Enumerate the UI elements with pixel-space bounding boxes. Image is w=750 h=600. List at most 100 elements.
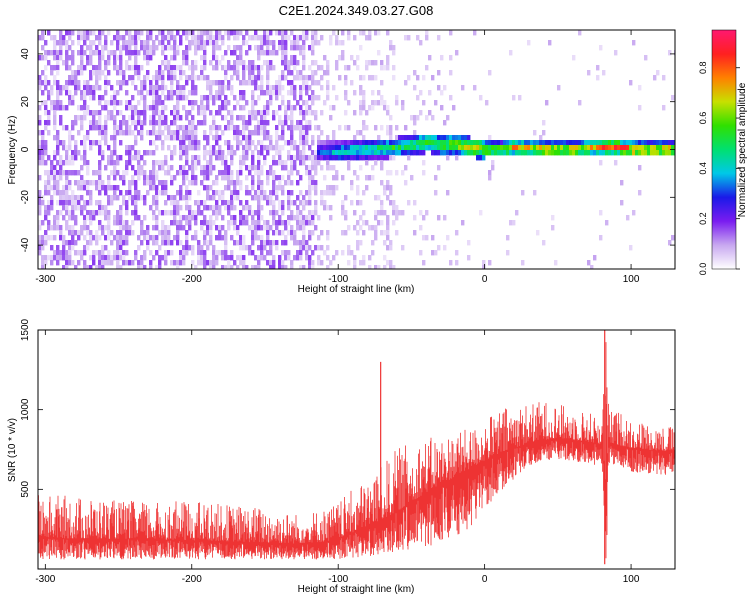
heatmap-cell: [209, 130, 213, 136]
heatmap-cell: [515, 140, 519, 146]
heatmap-cell: [89, 230, 93, 236]
heatmap-cell: [248, 35, 252, 41]
heatmap-cell: [101, 105, 105, 111]
heatmap-cell: [176, 225, 180, 231]
heatmap-cell: [242, 145, 246, 151]
heatmap-cell: [263, 155, 267, 161]
heatmap-cell: [56, 145, 60, 151]
heatmap-cell: [212, 165, 216, 171]
heatmap-cell: [95, 230, 99, 236]
heatmap-cell: [212, 220, 216, 226]
heatmap-cell: [554, 145, 558, 151]
heatmap-cell: [266, 105, 270, 111]
heatmap-cell: [386, 125, 390, 131]
heatmap-cell: [251, 160, 255, 166]
heatmap-cell: [389, 260, 393, 266]
heatmap-cell: [116, 160, 120, 166]
heatmap-cell: [119, 65, 123, 71]
heatmap-cell: [269, 60, 273, 66]
heatmap-cell: [170, 70, 174, 76]
heatmap-cell: [299, 210, 303, 216]
heatmap-cell: [116, 35, 120, 41]
heatmap-cell: [260, 140, 264, 146]
heatmap-cell: [563, 145, 567, 151]
heatmap-cell: [293, 75, 297, 81]
heatmap-cell: [143, 105, 147, 111]
heatmap-cell: [47, 190, 51, 196]
heatmap-cell: [272, 85, 276, 91]
heatmap-cell: [98, 255, 102, 261]
heatmap-cell: [41, 140, 45, 146]
heatmap-cell: [389, 155, 393, 161]
heatmap-cell: [224, 255, 228, 261]
heatmap-cell: [53, 170, 57, 176]
heatmap-cell: [164, 160, 168, 166]
heatmap-cell: [206, 75, 210, 81]
heatmap-cell: [473, 30, 477, 36]
heatmap-cell: [182, 85, 186, 91]
heatmap-cell: [455, 135, 459, 141]
heatmap-cell: [122, 130, 126, 136]
heatmap-cell: [56, 250, 60, 256]
heatmap-cell: [152, 215, 156, 221]
heatmap-cell: [383, 100, 387, 106]
heatmap-cell: [134, 150, 138, 156]
heatmap-cell: [191, 145, 195, 151]
heatmap-cell: [179, 190, 183, 196]
heatmap-cell: [272, 185, 276, 191]
heatmap-cell: [164, 115, 168, 121]
heatmap-cell: [386, 215, 390, 221]
heatmap-cell: [602, 140, 606, 146]
heatmap-cell: [179, 145, 183, 151]
heatmap-cell: [221, 235, 225, 241]
heatmap-cell: [518, 150, 522, 156]
heatmap-cell: [290, 215, 294, 221]
heatmap-cell: [266, 175, 270, 181]
heatmap-cell: [41, 245, 45, 251]
heatmap-cell: [257, 150, 261, 156]
heatmap-cell: [98, 180, 102, 186]
heatmap-cell: [179, 75, 183, 81]
heatmap-cell: [251, 110, 255, 116]
heatmap-cell: [392, 50, 396, 56]
heatmap-cell: [320, 110, 324, 116]
heatmap-cell: [251, 180, 255, 186]
heatmap-cell: [188, 205, 192, 211]
heatmap-cell: [260, 80, 264, 86]
heatmap-cell: [305, 170, 309, 176]
heatmap-cell: [404, 150, 408, 156]
heatmap-cell: [587, 70, 591, 76]
heatmap-cell: [338, 150, 342, 156]
heatmap-cell: [191, 115, 195, 121]
heatmap-cell: [569, 150, 573, 156]
heatmap-cell: [59, 255, 63, 261]
heatmap-cell: [59, 250, 63, 256]
heatmap-cell: [575, 140, 579, 146]
heatmap-cell: [209, 150, 213, 156]
heatmap-cell: [323, 145, 327, 151]
heatmap-cell: [248, 225, 252, 231]
heatmap-cell: [407, 140, 411, 146]
heatmap-cell: [311, 175, 315, 181]
snr-frame: [37, 329, 676, 570]
heatmap-cell: [512, 220, 516, 226]
heatmap-cell: [359, 260, 363, 266]
heatmap-cell: [155, 225, 159, 231]
heatmap-cell: [107, 100, 111, 106]
heatmap-cell: [386, 30, 390, 36]
heatmap-cell: [146, 90, 150, 96]
heatmap-cell: [662, 140, 666, 146]
heatmap-cell: [326, 135, 330, 141]
colorbar: 0.00.20.40.60.8 Normalized spectral ampl…: [698, 29, 748, 275]
heatmap-cell: [176, 100, 180, 106]
heatmap-cell: [350, 155, 354, 161]
heatmap-cell: [233, 220, 237, 226]
heatmap-cell: [311, 100, 315, 106]
heatmap-cell: [254, 195, 258, 201]
heatmap-cell: [344, 125, 348, 131]
heatmap-cell: [128, 150, 132, 156]
heatmap-cell: [107, 60, 111, 66]
heatmap-cell: [65, 190, 69, 196]
heatmap-cell: [251, 100, 255, 106]
heatmap-cell: [218, 95, 222, 101]
